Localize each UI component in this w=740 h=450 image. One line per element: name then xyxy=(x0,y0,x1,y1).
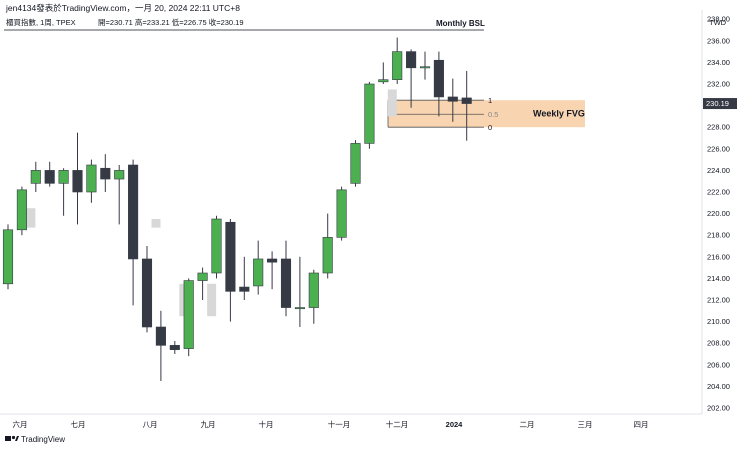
candles xyxy=(2,37,472,381)
price-tick-label: 206.00 xyxy=(707,360,730,369)
time-axis-ticks: 六月 七月 八月 九月 十月 十一月 十二月 2024 二月 三月 四月 xyxy=(13,419,649,429)
ghost-candle xyxy=(26,208,36,228)
price-tick-label: 226.00 xyxy=(707,144,730,153)
price-tick-label: 214.00 xyxy=(707,274,730,283)
candle-body xyxy=(58,170,69,184)
candle-body xyxy=(350,143,361,184)
price-tick-label: 210.00 xyxy=(707,317,730,326)
publish-info: jen4134發表於TradingView.com，一月 20, 2024 22… xyxy=(5,3,240,13)
candle-body xyxy=(169,345,180,350)
price-tick-label: 216.00 xyxy=(707,252,730,261)
ohlc-readout: 開=230.71 高=233.21 低=226.75 收=230.19 xyxy=(98,17,244,27)
price-tick-label: 238.00 xyxy=(707,15,730,24)
time-tick-label: 二月 xyxy=(520,420,535,429)
candle-body xyxy=(44,170,55,184)
candle-body xyxy=(2,229,14,285)
candle-body xyxy=(30,170,41,184)
ghost-candle xyxy=(151,219,161,228)
time-tick-label: 十二月 xyxy=(386,419,409,429)
price-tick-label: 224.00 xyxy=(707,166,730,175)
fib-level-label: 0 xyxy=(488,123,492,132)
time-tick-label: 三月 xyxy=(578,420,593,429)
candle-body xyxy=(294,307,305,310)
candle-body xyxy=(239,286,250,292)
fib-level-label: 0.5 xyxy=(488,110,498,119)
time-tick-label: 九月 xyxy=(201,420,216,429)
currency-label: TWD xyxy=(709,18,727,27)
last-price-tag xyxy=(703,98,737,110)
candle-body xyxy=(364,83,375,144)
price-tick-label: 222.00 xyxy=(707,188,730,197)
candle-body xyxy=(280,258,292,308)
price-tick-label: 218.00 xyxy=(707,231,730,240)
candle-body xyxy=(308,272,319,308)
instrument-label: 櫃買指數, 1周, TPEX xyxy=(6,17,76,27)
price-tick-label: 234.00 xyxy=(707,58,730,67)
footer-brand: TradingView xyxy=(21,435,65,444)
candle-body xyxy=(406,51,417,69)
time-tick-label: 七月 xyxy=(71,420,86,429)
candle-body xyxy=(378,79,389,83)
candle-body xyxy=(211,218,222,274)
candle-body xyxy=(155,326,166,346)
time-tick-label: 十月 xyxy=(259,419,274,429)
candle-body xyxy=(100,167,111,180)
candle-body xyxy=(419,66,431,69)
weekly-fvg-zone[interactable] xyxy=(388,100,585,128)
candle-body xyxy=(141,258,153,328)
candle-body xyxy=(72,170,83,193)
ghost-candle xyxy=(387,89,397,117)
price-tick-label: 212.00 xyxy=(707,296,730,305)
candle-body xyxy=(128,164,139,260)
candle-body xyxy=(392,51,403,80)
tradingview-logo-icon xyxy=(5,435,19,441)
candle-body xyxy=(197,272,208,281)
candle-body xyxy=(322,237,333,274)
candle-body xyxy=(16,189,27,231)
candle-body xyxy=(433,59,444,98)
candle-body xyxy=(183,280,194,349)
price-tick-label: 204.00 xyxy=(707,382,730,391)
time-tick-label: 四月 xyxy=(634,420,649,429)
price-tick-label: 202.00 xyxy=(707,404,730,413)
candle-body xyxy=(253,258,264,287)
price-tick-label: 208.00 xyxy=(707,339,730,348)
weekly-fvg-label: Weekly FVG xyxy=(533,109,585,119)
candle-body xyxy=(447,96,458,102)
time-tick-label: 八月 xyxy=(143,420,158,429)
candle-body xyxy=(86,164,97,193)
price-tick-label: 232.00 xyxy=(707,80,730,89)
price-tick-label: 236.00 xyxy=(707,36,730,45)
fib-level-label: 1 xyxy=(488,96,492,105)
time-tick-label: 2024 xyxy=(446,420,464,429)
price-axis-ticks: 202.00 204.00 206.00 208.00 210.00 212.00 214.… xyxy=(707,15,730,413)
candle-body xyxy=(225,221,236,292)
candle-body xyxy=(336,189,347,238)
monthly-bsl-label: Monthly BSL xyxy=(436,19,485,28)
last-price-label: 230.19 xyxy=(706,99,729,108)
candle-body xyxy=(267,258,278,263)
price-tick-label: 228.00 xyxy=(707,123,730,132)
time-tick-label: 六月 xyxy=(13,419,28,429)
candle-body xyxy=(114,170,125,180)
ghost-candle xyxy=(207,283,217,317)
candle-body xyxy=(461,97,472,104)
price-tick-label: 220.00 xyxy=(707,209,730,218)
time-tick-label: 十一月 xyxy=(328,419,351,429)
